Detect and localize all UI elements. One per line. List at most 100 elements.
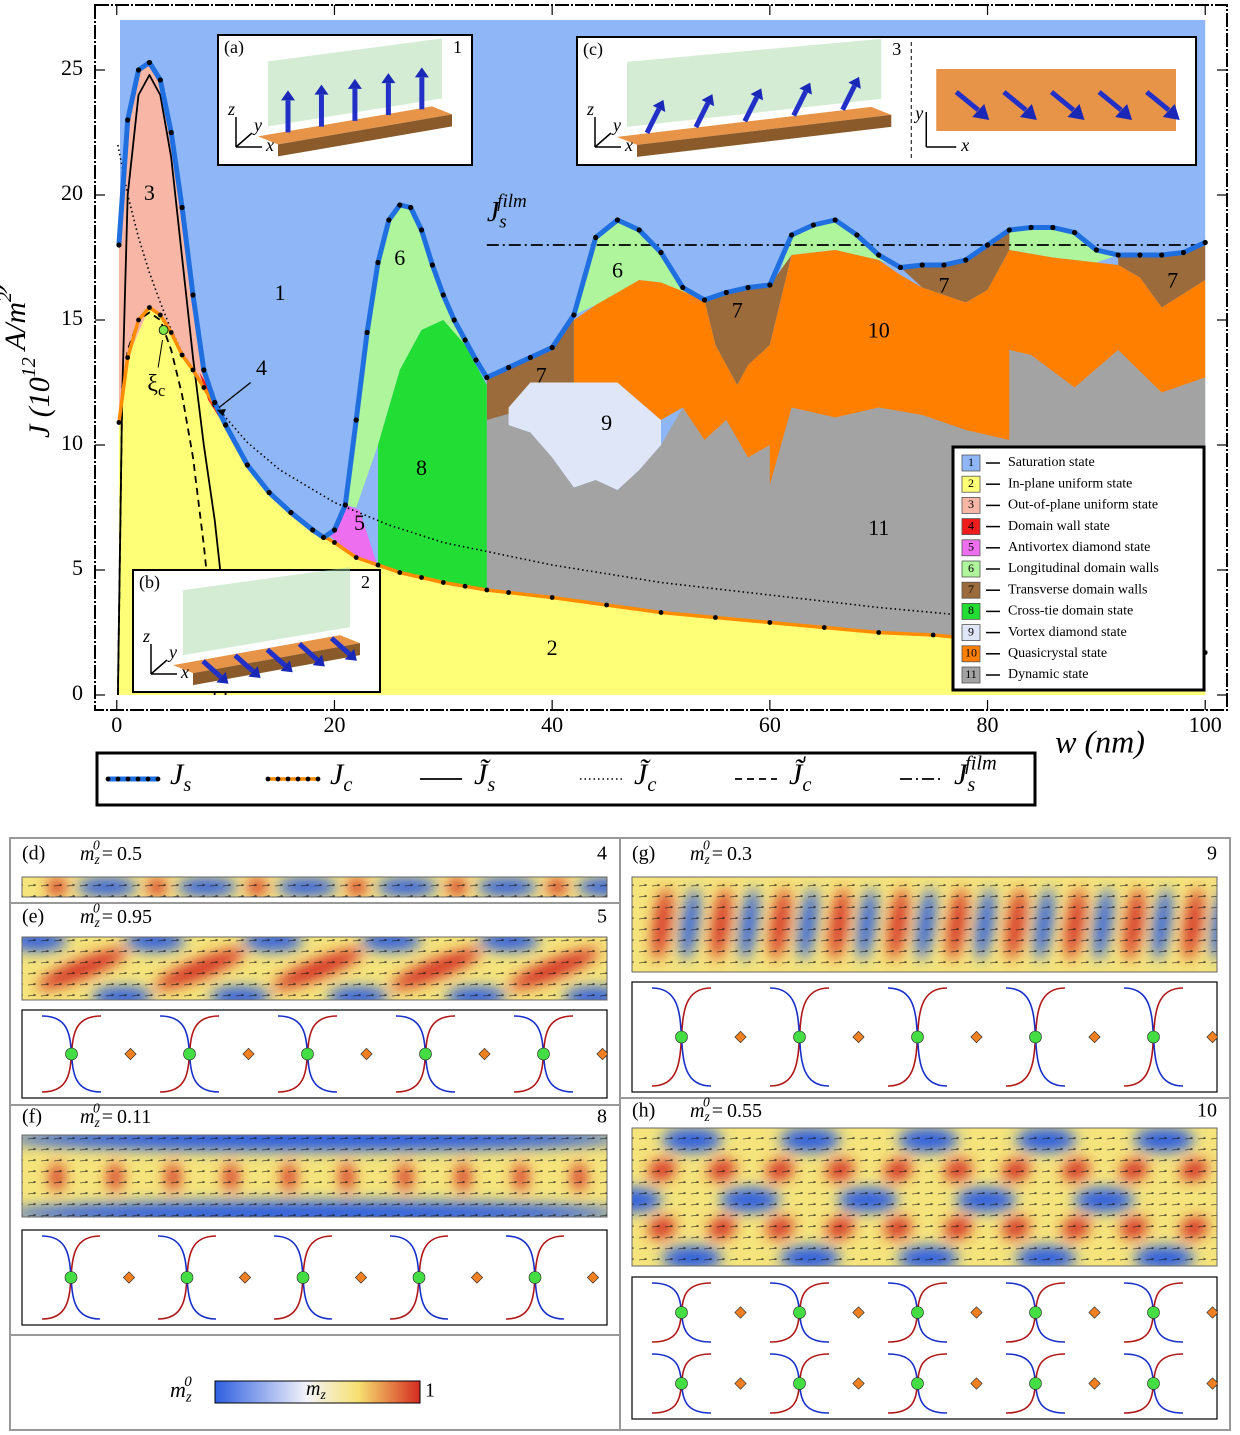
mz0-label: mz0=0.55 <box>690 1095 762 1124</box>
axis-letter: y <box>913 103 923 123</box>
series-point <box>931 633 936 638</box>
inset-label: (b) <box>139 572 160 593</box>
defect-network <box>0 1010 726 1098</box>
region-label: 10 <box>868 318 890 343</box>
panel-state: 8 <box>597 1106 607 1128</box>
legend-text: Out-of-plane uniform state <box>1008 498 1158 513</box>
net-node <box>558 1378 570 1390</box>
axis-letter: z <box>586 99 594 119</box>
map-fill <box>7 931 624 1007</box>
mz-map <box>7 931 624 1007</box>
inset-state: 1 <box>453 37 462 57</box>
series-point <box>419 575 424 580</box>
net-node <box>676 1378 688 1390</box>
series-point <box>1050 225 1055 230</box>
region-label: 11 <box>868 515 889 540</box>
region-label: 7 <box>536 363 547 388</box>
legend-label-sub: c <box>647 774 656 796</box>
series-point <box>1094 247 1099 252</box>
net-node <box>1148 1378 1160 1390</box>
legend-text: Dynamic state <box>1008 667 1088 682</box>
net-border <box>22 1010 607 1098</box>
mz0-eq: = <box>712 1100 723 1122</box>
x-axis-label: w (nm) <box>1055 723 1145 759</box>
series-point <box>1116 252 1121 257</box>
series-point <box>506 590 511 595</box>
mz0-label: mz0=0.5 <box>80 838 142 867</box>
mz0-eq: = <box>102 1106 113 1128</box>
net-node <box>1148 1307 1160 1319</box>
net-node <box>184 1048 196 1060</box>
state-legend: 1Saturation state2In-plane uniform state… <box>953 447 1204 690</box>
legend-label-sub: c <box>343 774 352 796</box>
bar-top-view <box>936 69 1176 131</box>
series-point <box>125 355 130 360</box>
series-point <box>190 292 195 297</box>
net-node <box>181 1272 193 1284</box>
legend-dot <box>266 777 271 782</box>
net-border <box>632 1277 1217 1419</box>
map-fill <box>602 1128 1217 1270</box>
mz0-label-sub: z <box>703 852 710 867</box>
series-point <box>147 305 152 310</box>
inset-label: (a) <box>224 37 244 58</box>
series-point <box>1028 225 1033 230</box>
series-point <box>116 242 121 247</box>
legend-dot <box>136 777 141 782</box>
legend-dot <box>156 777 161 782</box>
map-fill <box>22 877 637 897</box>
x-tick-label: 80 <box>977 712 999 737</box>
series-point <box>354 555 359 560</box>
legend-dot <box>116 777 121 782</box>
y-tick-label: 20 <box>61 180 83 205</box>
mz0-label-sup: 0 <box>93 1101 100 1116</box>
series-point <box>179 205 184 210</box>
net-node <box>794 1307 806 1319</box>
legend-label-sub: s <box>183 774 191 796</box>
series-point <box>550 345 555 350</box>
series-point <box>1007 227 1012 232</box>
colorbar-left-sup: 0 <box>184 1374 192 1390</box>
panel-state: 9 <box>1207 843 1217 865</box>
series-point <box>506 365 511 370</box>
mz-map <box>22 877 637 897</box>
mz0-value: 0.55 <box>727 1100 762 1122</box>
axis-letter: z <box>227 99 235 119</box>
film-label-sup: film <box>497 192 527 213</box>
net-node <box>794 1031 806 1043</box>
axis-letter: z <box>142 626 150 646</box>
series-point <box>941 262 946 267</box>
series-point <box>963 257 968 262</box>
mz0-label-sub: z <box>93 915 100 930</box>
net-node-diamond <box>617 1031 628 1042</box>
series-point <box>680 285 685 290</box>
series-point <box>136 67 141 72</box>
series-point <box>147 60 152 65</box>
series-point <box>441 580 446 585</box>
series-point <box>713 615 718 620</box>
legend-dot <box>296 777 301 782</box>
arrow-field <box>22 937 607 1000</box>
y-axis-label: J (1012 A/m2) <box>0 282 56 438</box>
series-point <box>169 130 174 135</box>
mz-map <box>4 1127 624 1225</box>
region-label: 1 <box>275 280 286 305</box>
y-tick-label: 15 <box>61 305 83 330</box>
series-point <box>822 625 827 630</box>
series-point <box>767 282 772 287</box>
series-point <box>201 367 206 372</box>
colorbar-right: 1 <box>425 1380 435 1402</box>
xi-c-point <box>159 326 168 335</box>
series-point <box>604 603 609 608</box>
legend-dot <box>126 777 131 782</box>
y-tick-label: 10 <box>61 430 83 455</box>
series-point <box>117 420 122 425</box>
legend-number: 8 <box>968 603 974 617</box>
panel-label: (e) <box>22 906 44 928</box>
region-label: 5 <box>354 510 365 535</box>
inset: (a)1xyz <box>218 35 472 165</box>
net-blue <box>534 1354 593 1413</box>
net-node <box>529 1272 541 1284</box>
panel-state: 5 <box>597 906 607 928</box>
